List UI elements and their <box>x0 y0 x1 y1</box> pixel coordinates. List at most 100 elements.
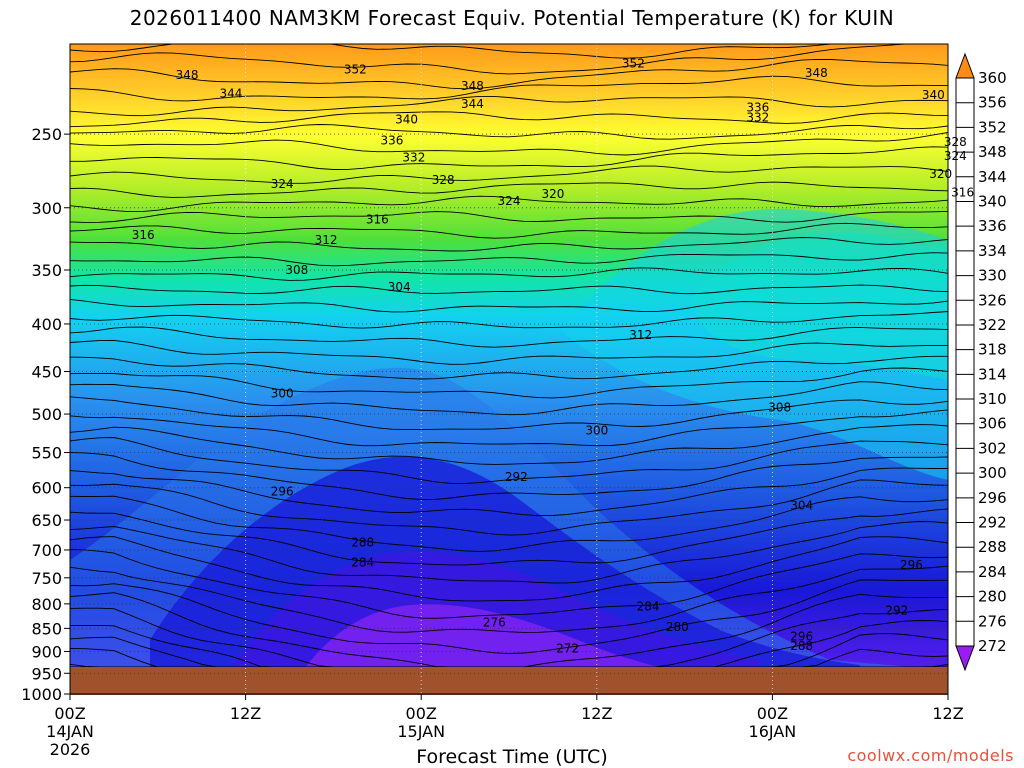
colorbar-label: 356 <box>978 94 1007 112</box>
contour-label: 324 <box>944 149 967 163</box>
x-tick-label: 00Z <box>757 704 788 723</box>
contour-line <box>70 565 948 633</box>
chart-title: 2026011400 NAM3KM Forecast Equiv. Potent… <box>129 6 895 30</box>
x-tick-label: 00Z <box>406 704 437 723</box>
colorbar-label: 326 <box>978 291 1007 309</box>
contour-label: 292 <box>885 603 908 617</box>
contour-label: 316 <box>951 186 974 200</box>
contour-line <box>70 165 948 184</box>
contour-line <box>70 44 910 75</box>
contour-label: 344 <box>461 97 484 111</box>
colorbar-label: 314 <box>978 365 1007 383</box>
contour-label: 296 <box>790 629 813 643</box>
contour-line <box>70 111 948 128</box>
colorbar: 272 276 280 284 288 292 296 300 302 306 310 314 318 3… <box>955 52 1007 672</box>
y-axis: 250 300 350 400 450 500 550 600 650 700 750 800 850 9… <box>21 125 70 704</box>
contour-label: 328 <box>944 135 967 149</box>
colorbar-label: 292 <box>978 514 1007 532</box>
contour-label: 348 <box>461 79 484 93</box>
contour-line <box>70 124 948 140</box>
contour-label: 344 <box>220 86 243 100</box>
contour-line <box>70 58 948 90</box>
contour-line <box>70 479 948 536</box>
y-tick-label: 650 <box>31 511 62 530</box>
contour-label: 288 <box>351 535 374 549</box>
contour-label: 340 <box>922 88 945 102</box>
credit-link[interactable]: coolwx.com/models <box>847 746 1014 765</box>
colorbar-label: 336 <box>978 217 1007 235</box>
contour-label: 312 <box>315 233 338 247</box>
colorbar-label: 348 <box>978 143 1007 161</box>
x-tick-label: 12Z <box>581 704 612 723</box>
contour-label: 300 <box>585 424 608 438</box>
contour-line <box>70 409 948 447</box>
y-tick-label: 850 <box>31 619 62 638</box>
colorbar-label: 322 <box>978 316 1007 334</box>
contour-label: 348 <box>805 66 828 80</box>
contour-label: 316 <box>366 213 389 227</box>
contour-label: 308 <box>768 401 791 415</box>
contour-line <box>70 381 948 416</box>
contour-line <box>70 495 948 552</box>
y-tick-label: 750 <box>31 569 62 588</box>
colorbar-label: 310 <box>978 390 1007 408</box>
contour-line <box>70 284 948 295</box>
contour-line <box>70 437 948 484</box>
contour-line <box>70 267 948 281</box>
plot-frame <box>69 43 949 695</box>
y-tick-label: 350 <box>31 261 62 280</box>
contour-label: 336 <box>380 134 403 148</box>
colorbar-label: 344 <box>978 168 1007 186</box>
colorbar-frame <box>955 77 975 647</box>
colorbar-label: 360 <box>978 69 1007 87</box>
colorbar-label: 272 <box>978 637 1007 655</box>
colorbar-label: 284 <box>978 563 1007 581</box>
x-tick-label: 00Z <box>54 704 85 723</box>
contour-line <box>70 396 948 431</box>
y-tick-label: 600 <box>31 479 62 498</box>
contour-labels: 3523483443483443523483403363323403363323… <box>132 57 974 656</box>
contour-line <box>70 75 948 102</box>
contour-line <box>70 44 837 59</box>
colorbar-label: 330 <box>978 267 1007 285</box>
contour-line <box>70 181 948 198</box>
x-tick-year: 2026 <box>50 740 91 759</box>
contour-label: 304 <box>790 498 813 512</box>
contour-label: 316 <box>132 228 155 242</box>
x-tick-label: 12Z <box>230 704 261 723</box>
colorbar-label: 318 <box>978 341 1007 359</box>
contour-line <box>70 452 948 500</box>
contour-label: 296 <box>900 558 923 572</box>
contour-label: 352 <box>622 57 645 71</box>
x-tick-date: 16JAN <box>749 722 797 741</box>
colorbar-label: 300 <box>978 464 1007 482</box>
y-tick-label: 900 <box>31 642 62 661</box>
contour-line <box>70 424 948 465</box>
contour-label: 304 <box>388 280 411 294</box>
contour-line <box>70 146 948 170</box>
surface-ground <box>70 667 948 695</box>
contour-label: 332 <box>402 151 425 165</box>
contour-line <box>70 95 948 117</box>
x-tick-date: 14JAN <box>46 722 94 741</box>
colorbar-top-arrow <box>955 52 975 79</box>
x-tick-date: 15JAN <box>397 722 445 741</box>
colorbar-label: 288 <box>978 538 1007 556</box>
contour-line <box>70 521 948 584</box>
contour-line <box>70 237 948 252</box>
y-tick-label: 800 <box>31 595 62 614</box>
contour-label: 332 <box>746 111 769 125</box>
contour-line <box>70 298 948 313</box>
colorbar-label: 334 <box>978 242 1007 260</box>
contour-label: 308 <box>285 263 308 277</box>
contour-line <box>70 367 948 399</box>
y-tick-label: 450 <box>31 363 62 382</box>
y-tick-label: 400 <box>31 315 62 334</box>
contour-label: 288 <box>790 639 813 653</box>
y-tick-label: 700 <box>31 541 62 560</box>
contour-label: 328 <box>432 173 455 187</box>
colorbar-label: 306 <box>978 415 1007 433</box>
contour-label: 348 <box>176 68 199 82</box>
y-tick-label: 500 <box>31 405 62 424</box>
